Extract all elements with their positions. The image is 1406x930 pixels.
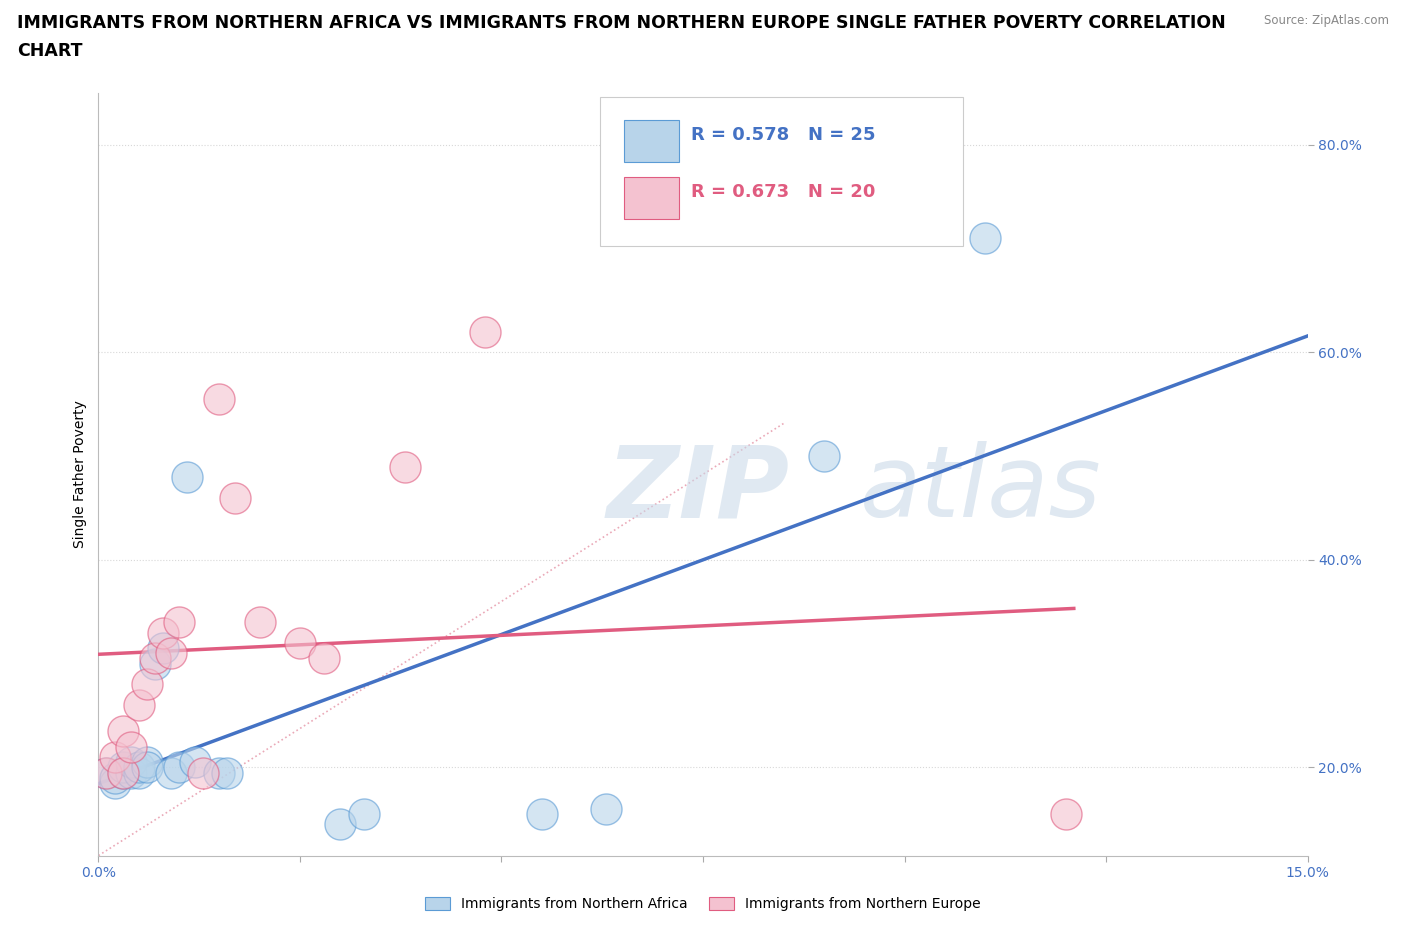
Point [208, 765, 231, 780]
Point [208, 392, 231, 406]
Point [217, 765, 239, 780]
Point [120, 765, 142, 780]
Text: IMMIGRANTS FROM NORTHERN AFRICA VS IMMIGRANTS FROM NORTHERN EUROPE SINGLE FATHER: IMMIGRANTS FROM NORTHERN AFRICA VS IMMIG… [17, 14, 1226, 32]
Text: Source: ZipAtlas.com: Source: ZipAtlas.com [1264, 14, 1389, 27]
Text: atlas: atlas [860, 441, 1102, 538]
Legend: Immigrants from Northern Africa, Immigrants from Northern Europe: Immigrants from Northern Africa, Immigra… [419, 891, 987, 919]
Point [160, 645, 183, 660]
Point [176, 470, 198, 485]
Point [96, 765, 118, 780]
Point [974, 231, 997, 246]
Point [135, 755, 157, 770]
Point [128, 760, 150, 775]
Text: ZIP: ZIP [606, 441, 789, 538]
Point [143, 651, 166, 666]
Point [224, 490, 246, 505]
Point [1054, 806, 1077, 821]
Point [135, 760, 157, 775]
Point [128, 765, 150, 780]
Point [288, 635, 311, 650]
Point [111, 760, 134, 775]
Point [167, 760, 190, 775]
Point [111, 765, 134, 780]
Point [111, 765, 134, 780]
Point [111, 724, 134, 738]
Point [595, 802, 617, 817]
Point [96, 765, 118, 780]
Text: CHART: CHART [17, 42, 83, 60]
Point [329, 817, 352, 832]
Point [167, 615, 190, 630]
Point [120, 739, 142, 754]
FancyBboxPatch shape [624, 177, 679, 219]
FancyBboxPatch shape [600, 97, 963, 246]
FancyBboxPatch shape [624, 120, 679, 162]
Point [128, 698, 150, 712]
Text: R = 0.578   N = 25: R = 0.578 N = 25 [690, 126, 876, 144]
Point [249, 615, 271, 630]
Point [160, 765, 183, 780]
Point [813, 448, 835, 463]
Point [152, 625, 174, 640]
Point [530, 806, 553, 821]
Point [184, 755, 207, 770]
Point [120, 755, 142, 770]
Point [103, 770, 125, 785]
Text: R = 0.673   N = 20: R = 0.673 N = 20 [690, 183, 876, 201]
Point [394, 459, 416, 474]
Point [474, 325, 496, 339]
Y-axis label: Single Father Poverty: Single Father Poverty [73, 400, 87, 549]
Point [103, 750, 125, 764]
Point [353, 806, 375, 821]
Point [152, 641, 174, 656]
Point [135, 677, 157, 692]
Point [193, 765, 215, 780]
Point [314, 651, 336, 666]
Point [103, 776, 125, 790]
Point [143, 657, 166, 671]
